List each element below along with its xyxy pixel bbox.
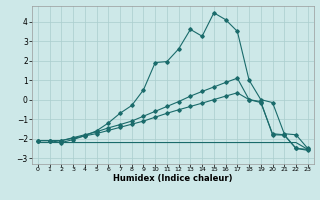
X-axis label: Humidex (Indice chaleur): Humidex (Indice chaleur): [113, 174, 233, 183]
